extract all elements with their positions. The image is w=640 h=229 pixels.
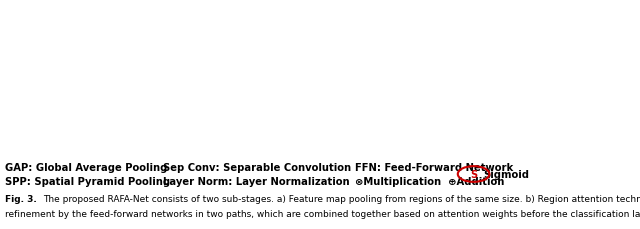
Text: Sigmoid: Sigmoid [483, 169, 529, 179]
Text: ⊗Multiplication  ⊕Addition: ⊗Multiplication ⊕Addition [355, 176, 504, 186]
Text: refinement by the feed-forward networks in two paths, which are combined togethe: refinement by the feed-forward networks … [5, 210, 640, 218]
Text: FFN: Feed-Forward Network: FFN: Feed-Forward Network [355, 162, 513, 172]
Text: GAP: Global Average Pooling: GAP: Global Average Pooling [5, 162, 168, 172]
Text: Fig. 3.: Fig. 3. [5, 195, 37, 204]
Text: SPP: Spatial Pyramid Pooling: SPP: Spatial Pyramid Pooling [5, 176, 170, 186]
Text: Layer Norm: Layer Normalization: Layer Norm: Layer Normalization [163, 176, 350, 186]
Text: Sep Conv: Separable Convolution: Sep Conv: Separable Convolution [163, 162, 351, 172]
Text: S: S [470, 169, 477, 179]
Text: The proposed RAFA-Net consists of two sub-stages. a) Feature map pooling from re: The proposed RAFA-Net consists of two su… [43, 195, 640, 204]
